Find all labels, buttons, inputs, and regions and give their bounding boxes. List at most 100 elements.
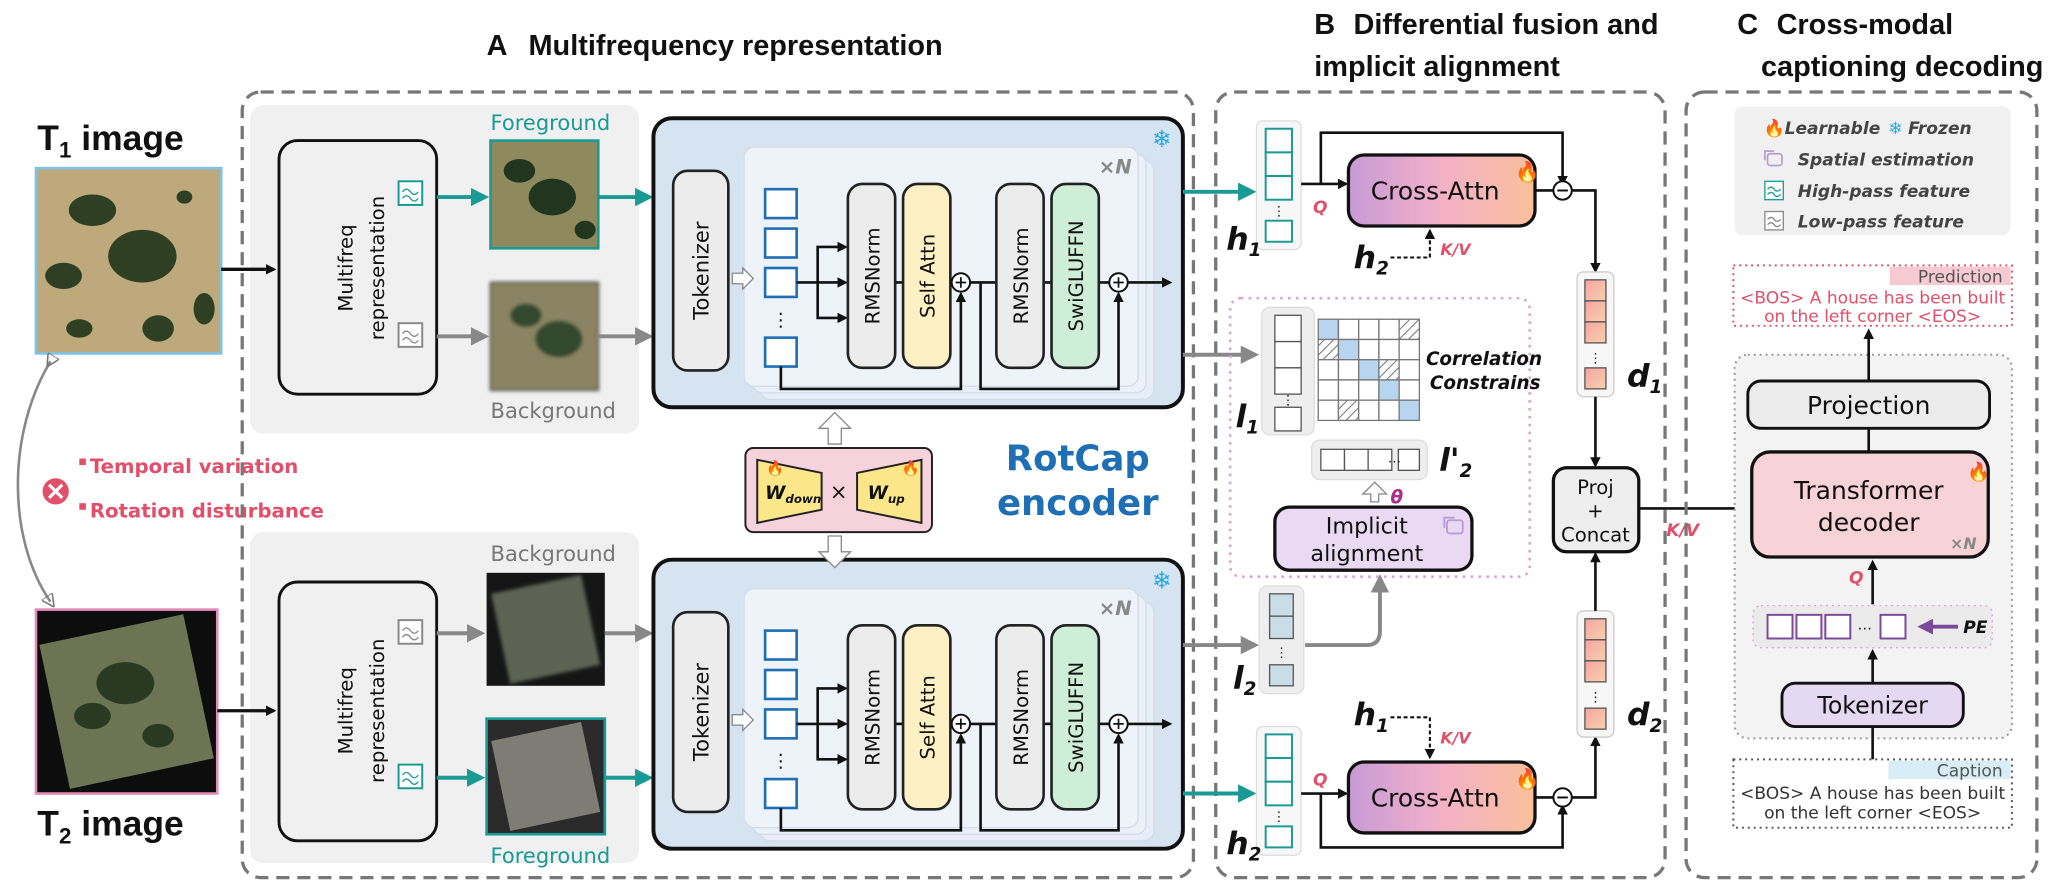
l2-feature-column: ⋮ (1258, 585, 1305, 695)
d2-label: d2 (1627, 697, 1662, 737)
matrix-cell (1398, 318, 1421, 341)
matrix-cell (1358, 338, 1380, 361)
flow-arrows-a (217, 187, 654, 787)
x-circle-icon (42, 478, 69, 505)
l1-feature-column: ⋮ (1261, 306, 1315, 436)
svg-text:Wdown: Wdown (765, 483, 821, 506)
svg-text:Projection: Projection (1807, 391, 1930, 420)
svg-text:h2: h2 (1354, 240, 1389, 280)
subtract-icon (1552, 180, 1573, 201)
svg-text:K/V: K/V (1440, 729, 1472, 748)
implicit-alignment-block: Implicit alignment (1273, 505, 1474, 572)
svg-text:Cross-Attn: Cross-Attn (1371, 177, 1500, 206)
t1-multifreq-block: Multifreq representation (277, 139, 439, 396)
high-pass-icon (397, 180, 424, 206)
bullet (79, 503, 86, 510)
svg-text:High-pass feature: High-pass feature (1798, 182, 1970, 202)
flame-icon: 🔥 (1515, 768, 1540, 791)
challenge-temporal: Temporal variation (90, 455, 298, 478)
flame-icon: 🔥 (766, 459, 784, 477)
rmsnorm-block (846, 182, 897, 370)
correlation-label: Correlation (1426, 349, 1542, 370)
snowflake-icon: ❄ (1152, 125, 1172, 153)
rmsnorm-block (995, 624, 1045, 811)
matrix-cell (1358, 318, 1380, 341)
matrix-cell (1337, 359, 1360, 381)
tokenizer-label: Tokenizer (689, 663, 714, 763)
add-icon (1108, 713, 1129, 735)
token-squares (763, 187, 798, 368)
t2-background-image (486, 572, 605, 686)
matrix-cell (1358, 359, 1380, 381)
decoder-tokenizer-block: Tokenizer (1780, 681, 1965, 728)
svg-text:…: … (1858, 617, 1872, 633)
matrix-cell (1358, 399, 1380, 422)
challenge-rotation: Rotation disturbance (90, 500, 324, 523)
svg-text:Implicit: Implicit (1326, 513, 1408, 539)
matrix-cell (1337, 318, 1360, 341)
hollow-up-arrow-icon (1361, 481, 1389, 503)
rmsnorm-label: RMSNorm (861, 227, 884, 324)
flame-icon: 🔥 (902, 459, 920, 477)
section-c-title-line2: captioning decoding (1761, 51, 2043, 83)
swiglu-ffn-label: SwiGLUFFN (1065, 220, 1088, 331)
t2-background-label: Background (491, 541, 616, 566)
svg-text:on the left corner <EOS>: on the left corner <EOS> (1764, 307, 1981, 327)
snowflake-icon: ❄ (1888, 119, 1902, 139)
swiglu-ffn-label: SwiGLUFFN (1065, 662, 1088, 773)
matrix-cell (1337, 338, 1360, 361)
encoder-to-fusion-arrows (1182, 182, 1260, 803)
low-pass-icon (1764, 210, 1784, 231)
high-pass-icon (397, 763, 424, 790)
svg-text:Q: Q (1313, 198, 1328, 218)
caption-box: Caption <BOS> A house has been built on … (1732, 758, 2013, 829)
arrow (1305, 574, 1390, 648)
matrix-cell (1317, 359, 1340, 381)
svg-text:Spatial estimation: Spatial estimation (1798, 151, 1974, 171)
self-attn-label: Self Attn (917, 234, 940, 318)
svg-text:Caption: Caption (1937, 761, 2003, 781)
svg-text:Tokenizer: Tokenizer (1816, 691, 1928, 719)
add-icon (1108, 272, 1129, 293)
svg-text:alignment: alignment (1310, 541, 1423, 567)
t2-foreground-label: Foreground (491, 843, 611, 868)
tokenizer-block (671, 610, 730, 814)
h1-feature-column: ⋮ (1255, 120, 1302, 251)
add-icon (950, 713, 972, 735)
lora-adapter: Wdown × Wup 🔥 🔥 (744, 447, 933, 534)
svg-text:Low-pass feature: Low-pass feature (1798, 212, 1964, 232)
section-c-frame (1684, 90, 2039, 880)
legend: 🔥 Learnable ❄ Frozen Spatial estimation … (1734, 106, 2011, 236)
ellipsis: ⋮ (772, 310, 790, 331)
multifreq-label: representation (366, 196, 389, 340)
svg-text:K/V: K/V (1440, 240, 1472, 259)
matrix-cell (1337, 379, 1360, 401)
bullet (79, 458, 86, 466)
token-squares (763, 629, 798, 810)
flame-icon: 🔥 (1764, 118, 1785, 139)
t1-background-label: Background (491, 398, 616, 423)
matrix-cell (1317, 379, 1340, 401)
h2-label: h2 (1226, 826, 1261, 866)
t1-image (34, 166, 223, 355)
svg-text:h1: h1 (1354, 697, 1389, 737)
svg-text:⋮: ⋮ (1272, 810, 1285, 825)
spatial-estimation-icon (1443, 516, 1464, 535)
matrix-cell (1378, 318, 1400, 341)
projection-block: Projection (1746, 379, 1992, 430)
theta-label: θ (1390, 487, 1403, 508)
matrix-cell (1398, 379, 1421, 401)
multifreq-label: representation (366, 639, 389, 783)
spatial-estimation-icon (1764, 150, 1783, 167)
high-pass-icon (1764, 180, 1784, 201)
add-icon (950, 272, 972, 293)
multifreq-label: Multifreq (335, 667, 358, 754)
transformer-decoder-block: Transformer decoder 🔥 ×N (1750, 450, 1990, 559)
pe-label: PE (1963, 618, 1988, 638)
svg-text:<BOS> A house has been built: <BOS> A house has been built (1740, 784, 2005, 804)
svg-text:⋮: ⋮ (1275, 646, 1288, 661)
d1-feature-column: ⋮ (1576, 271, 1615, 398)
token-embedding-row: … (1752, 604, 1993, 649)
svg-text:×N: ×N (1950, 534, 1976, 553)
